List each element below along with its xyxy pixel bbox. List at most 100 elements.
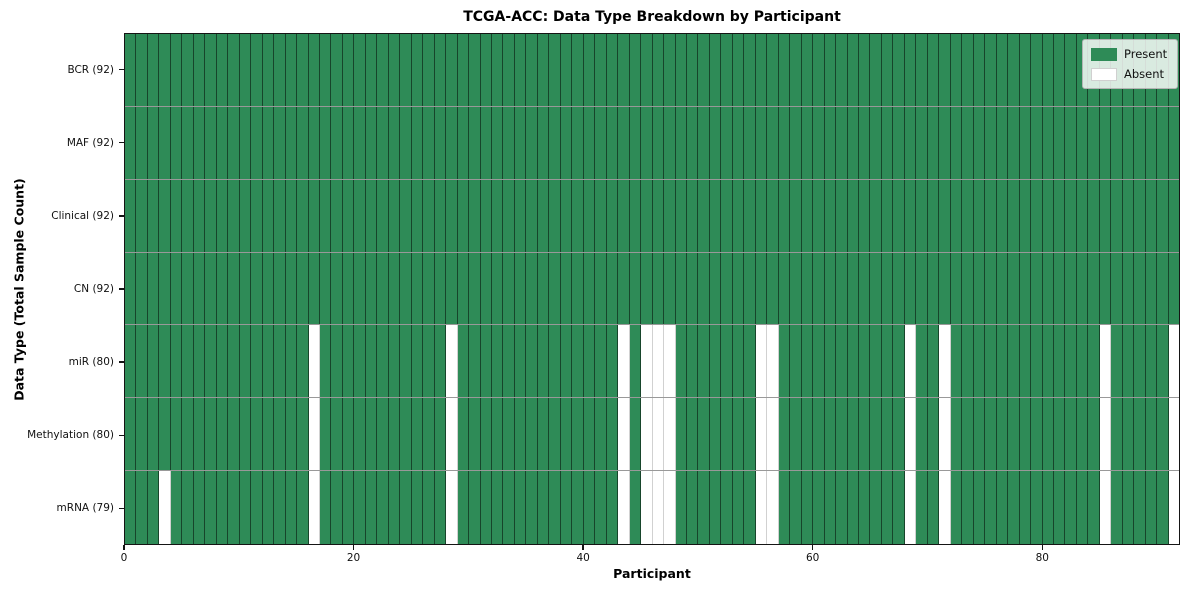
heatmap-cell: [469, 34, 481, 106]
heatmap-cell: [893, 106, 905, 179]
heatmap-cell: [1099, 471, 1112, 544]
heatmap-cell: [170, 34, 183, 106]
heatmap-cell: [125, 179, 137, 252]
heatmap-cell: [836, 398, 848, 471]
heatmap-cell: [136, 106, 148, 179]
heatmap-cell: [1145, 398, 1158, 471]
heatmap-cell: [996, 252, 1009, 325]
heatmap-cell: [698, 325, 710, 398]
heatmap-cell: [125, 398, 137, 471]
heatmap-row-Clinical: [125, 179, 1180, 253]
heatmap-cell: [939, 325, 951, 398]
heatmap-cell: [744, 34, 756, 106]
heatmap-cell: [514, 471, 527, 544]
heatmap-cell: [595, 179, 607, 252]
heatmap-cell: [182, 34, 194, 106]
heatmap-cell: [1076, 252, 1089, 325]
heatmap-cell: [973, 252, 986, 325]
heatmap-cell: [388, 471, 401, 544]
heatmap-cell: [377, 179, 389, 252]
heatmap-cell: [274, 34, 286, 106]
x-tick-label-80: 80: [1035, 552, 1049, 564]
heatmap-cell: [319, 398, 332, 471]
heatmap-cell: [755, 34, 768, 106]
y-tick-mark: [119, 288, 124, 290]
heatmap-cell: [560, 471, 573, 544]
heatmap-cell: [526, 106, 538, 179]
heatmap-cell: [526, 471, 538, 544]
heatmap-cell: [606, 106, 619, 179]
heatmap-cell: [274, 471, 286, 544]
legend-present-swatch: [1091, 47, 1117, 61]
heatmap-cell: [480, 252, 492, 325]
heatmap-cell: [365, 471, 378, 544]
heatmap-cell: [228, 325, 240, 398]
heatmap-cell: [1168, 106, 1180, 179]
heatmap-cell: [159, 34, 171, 106]
heatmap-cell: [606, 252, 619, 325]
heatmap-cell: [572, 471, 584, 544]
heatmap-cell: [686, 325, 699, 398]
heatmap-cell: [721, 34, 733, 106]
heatmap-cell: [1111, 179, 1123, 252]
heatmap-cell: [606, 471, 619, 544]
heatmap-cell: [285, 252, 298, 325]
chart-title: TCGA-ACC: Data Type Breakdown by Partici…: [463, 9, 841, 25]
heatmap-cell: [916, 106, 928, 179]
heatmap-cell: [388, 179, 401, 252]
heatmap-cell: [744, 471, 756, 544]
heatmap-cell: [641, 179, 653, 252]
heatmap-cell: [503, 34, 515, 106]
heatmap-cell: [881, 325, 894, 398]
heatmap-cell: [881, 398, 894, 471]
heatmap-cell: [560, 179, 573, 252]
heatmap-cell: [1008, 471, 1020, 544]
heatmap-cell: [870, 398, 882, 471]
heatmap-cell: [698, 398, 710, 471]
heatmap-cell: [767, 34, 779, 106]
heatmap-cell: [801, 179, 814, 252]
y-tick-label-CN: CN (92): [73, 283, 114, 295]
heatmap-cell: [755, 325, 768, 398]
heatmap-cell: [262, 34, 275, 106]
heatmap-cell: [744, 325, 756, 398]
heatmap-cell: [744, 252, 756, 325]
heatmap-cell: [847, 471, 859, 544]
heatmap-cell: [297, 398, 309, 471]
y-tick-mark: [119, 142, 124, 144]
heatmap-cell: [537, 106, 550, 179]
heatmap-cell: [308, 106, 320, 179]
x-tick-mark: [123, 545, 125, 550]
heatmap-cell: [870, 471, 882, 544]
heatmap-cell: [709, 252, 722, 325]
x-tick-mark: [1041, 545, 1043, 550]
heatmap-cell: [503, 179, 515, 252]
heatmap-cell: [423, 179, 435, 252]
heatmap-cell: [916, 398, 928, 471]
heatmap-cell: [342, 106, 355, 179]
heatmap-cell: [985, 34, 997, 106]
heatmap-cell: [331, 106, 343, 179]
heatmap-cell: [939, 179, 951, 252]
heatmap-cell: [251, 179, 263, 252]
heatmap-cell: [1099, 325, 1112, 398]
heatmap-cell: [147, 179, 160, 252]
heatmap-cell: [492, 325, 504, 398]
heatmap-cell: [365, 325, 378, 398]
heatmap-cell: [572, 34, 584, 106]
heatmap-cell: [824, 106, 837, 179]
heatmap-cell: [583, 179, 596, 252]
heatmap-cell: [675, 252, 687, 325]
heatmap-cell: [859, 398, 871, 471]
heatmap-cell: [125, 34, 137, 106]
heatmap-cell: [836, 252, 848, 325]
heatmap-cell: [537, 471, 550, 544]
heatmap-cell: [652, 325, 665, 398]
heatmap-cell: [514, 398, 527, 471]
heatmap-cell: [239, 179, 252, 252]
heatmap-cell: [709, 34, 722, 106]
heatmap-cell: [721, 398, 733, 471]
heatmap-cell: [801, 471, 814, 544]
heatmap-cell: [595, 325, 607, 398]
heatmap-cell: [342, 252, 355, 325]
